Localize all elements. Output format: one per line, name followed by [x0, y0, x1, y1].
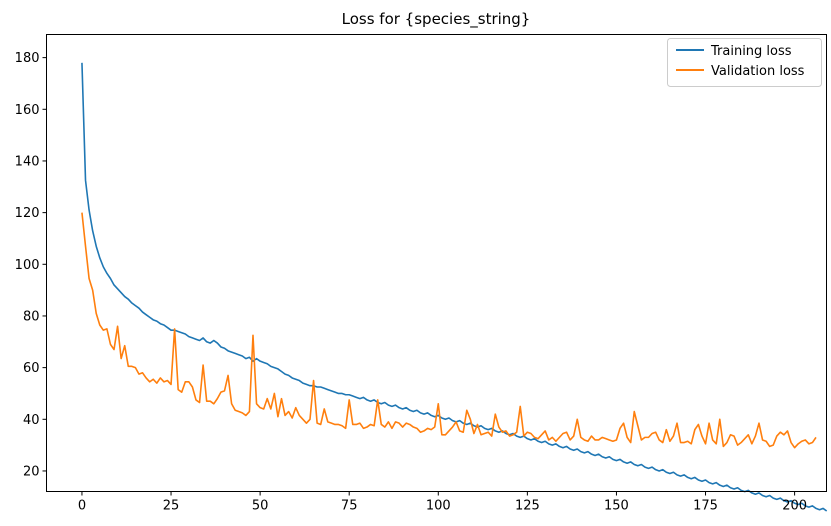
series-line-validation-loss — [81, 212, 817, 449]
y-tick-label: 80 — [23, 309, 40, 324]
chart-title: Loss for {species_string} — [342, 10, 531, 29]
x-tick-label: 75 — [341, 499, 358, 514]
x-axis: 0 25 50 75 100 125 150 175 200 — [78, 491, 807, 514]
y-tick-label: 140 — [15, 154, 40, 169]
y-axis: 20 40 60 80 100 120 140 160 180 — [15, 51, 47, 479]
plot-area — [81, 62, 828, 512]
x-tick-label: 25 — [163, 499, 180, 514]
x-tick-label: 125 — [515, 499, 540, 514]
y-tick-label: 20 — [23, 464, 40, 479]
x-tick-label: 150 — [604, 499, 629, 514]
x-tick-label: 175 — [693, 499, 718, 514]
y-tick-label: 40 — [23, 413, 40, 428]
series-line-training-loss — [81, 62, 828, 512]
legend-label-validation-loss: Validation loss — [711, 64, 805, 79]
x-tick-label: 0 — [78, 499, 86, 514]
legend-label-training-loss: Training loss — [710, 44, 792, 59]
y-tick-label: 60 — [23, 361, 40, 376]
x-tick-label: 100 — [426, 499, 451, 514]
y-tick-label: 160 — [15, 103, 40, 118]
axes-frame — [46, 34, 827, 492]
x-tick-label: 50 — [252, 499, 269, 514]
y-tick-label: 100 — [15, 258, 40, 273]
y-tick-label: 120 — [15, 206, 40, 221]
x-tick-label: 200 — [782, 499, 807, 514]
legend: Training loss Validation loss — [667, 38, 822, 87]
legend-box — [667, 38, 822, 87]
y-tick-label: 180 — [15, 51, 40, 66]
